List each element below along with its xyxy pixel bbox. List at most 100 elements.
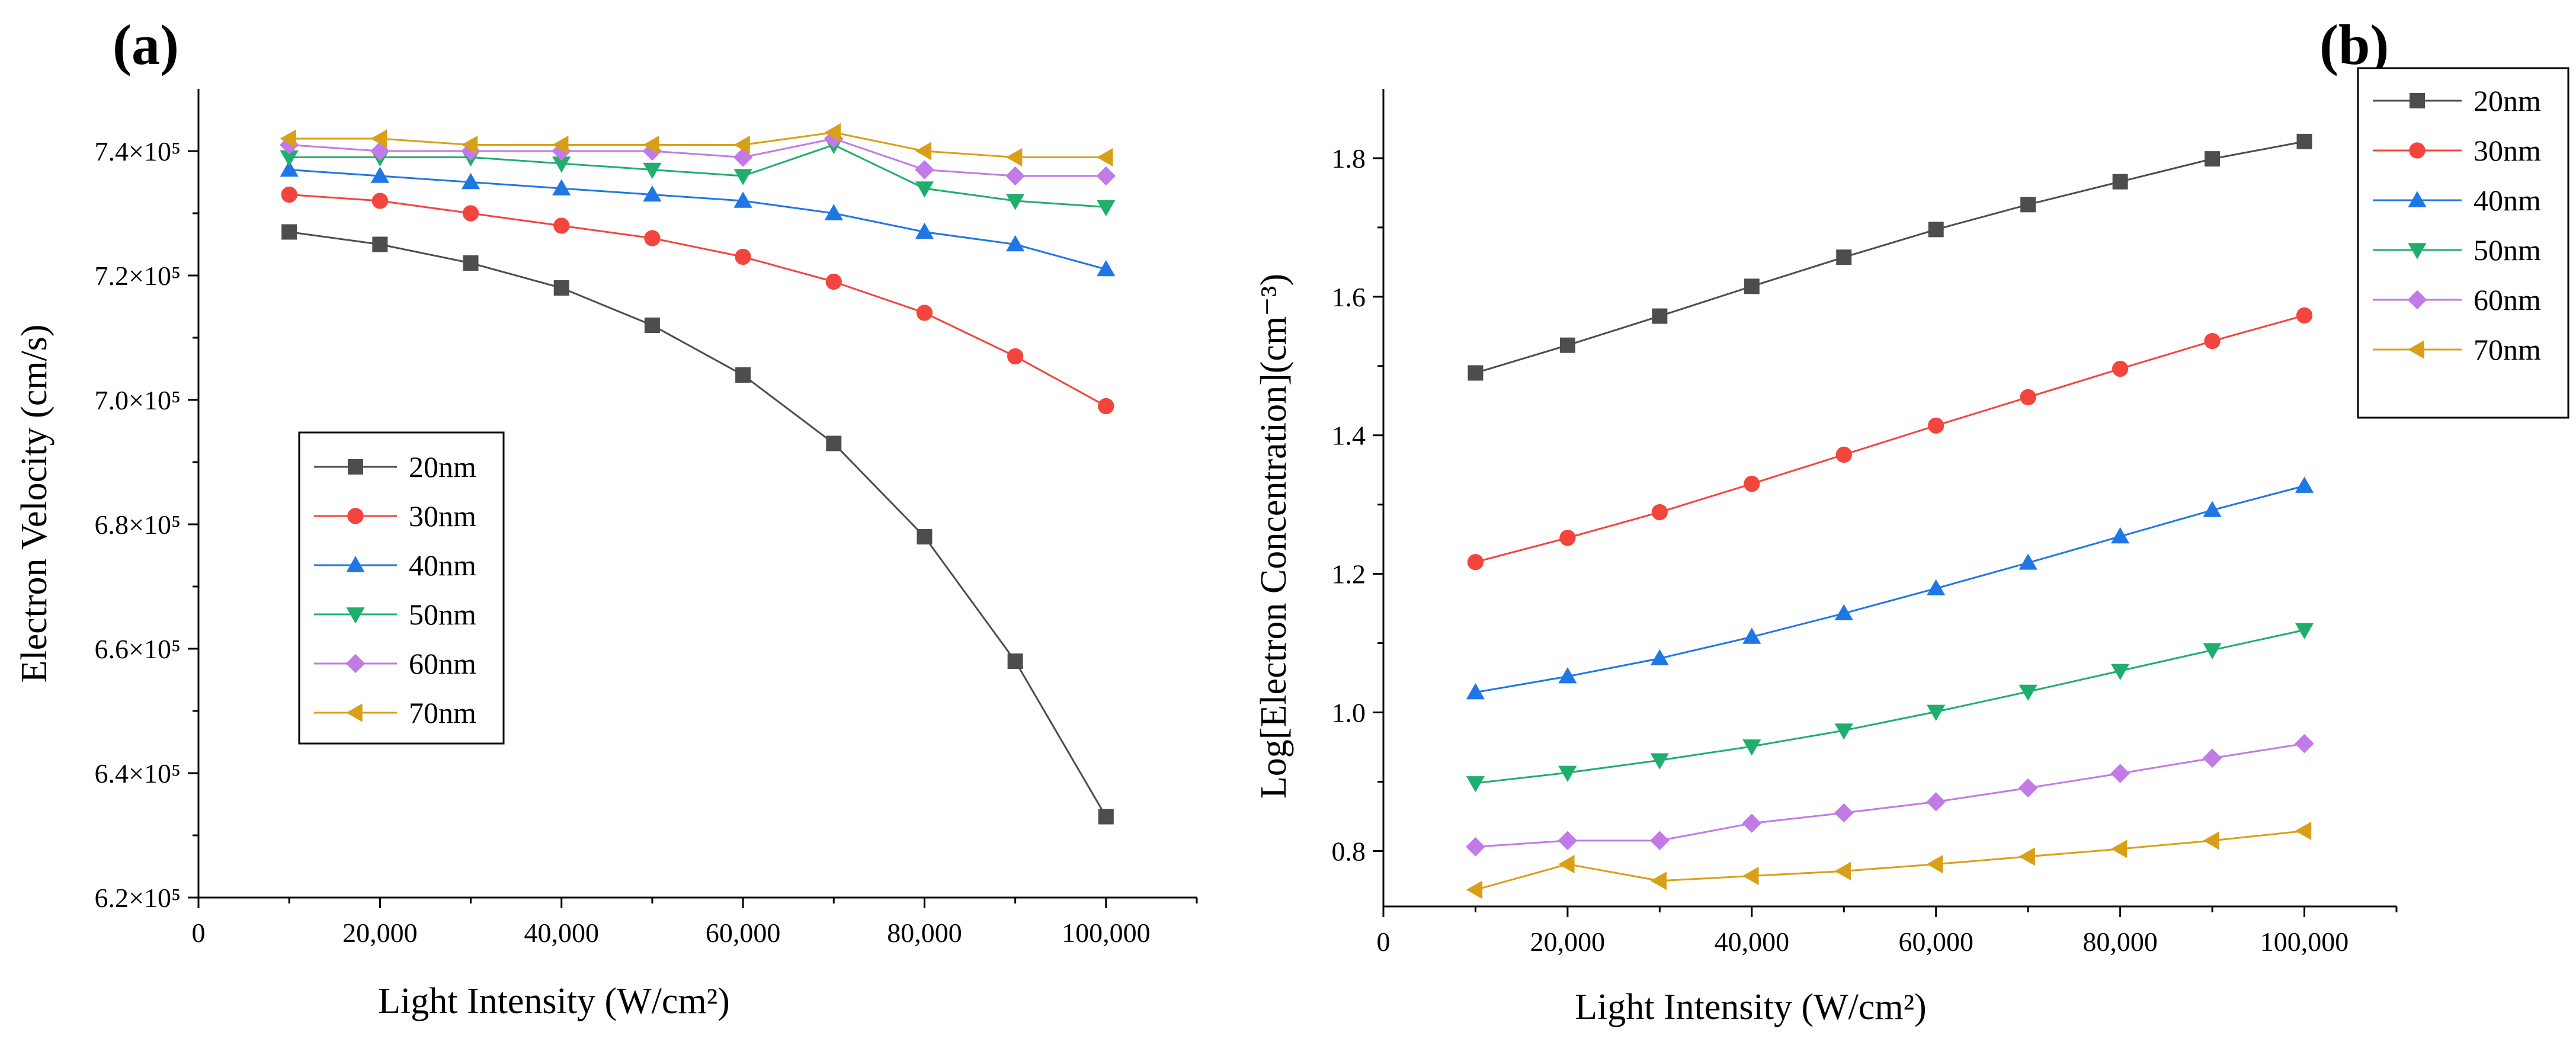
legend-entry-40nm: 40nm <box>314 549 476 582</box>
data-point-40nm <box>2018 553 2037 570</box>
series-line-30nm <box>289 194 1107 407</box>
data-point-20nm <box>917 529 933 544</box>
legend-entry-20nm: 20nm <box>314 450 476 483</box>
data-point-20nm <box>553 280 569 296</box>
data-point-20nm <box>1928 222 1944 238</box>
data-point-20nm <box>1468 365 1484 381</box>
panel-a: (a) 0 20,000 40,000 60,000 80,000 100,000 6.2×… <box>14 13 1198 1021</box>
legend-label: 70nm <box>409 696 476 729</box>
series-20nm <box>1468 133 2312 381</box>
data-point-20nm <box>1836 249 1852 265</box>
series-line-50nm <box>289 143 1106 208</box>
series-line-40nm <box>289 169 1107 270</box>
data-point-40nm <box>1742 627 1761 644</box>
legend-marker <box>346 703 363 722</box>
data-point-20nm <box>735 367 751 383</box>
data-point-70nm <box>1834 861 1851 880</box>
data-point-40nm <box>2203 501 2222 517</box>
data-point-70nm <box>1558 855 1575 874</box>
legend-label: 60nm <box>2474 283 2541 316</box>
data-point-40nm <box>461 172 480 190</box>
y-tick-label: 7.0×10⁵ <box>95 385 181 415</box>
data-point-40nm <box>1834 604 1853 621</box>
legend-entry-20nm: 20nm <box>2373 84 2541 117</box>
y-tick-label: 1.6 <box>1332 282 1366 312</box>
series-70nm <box>1466 821 2312 899</box>
y-tick-label: 1.4 <box>1332 421 1366 451</box>
series-20nm <box>281 224 1114 825</box>
data-point-60nm <box>1005 166 1025 186</box>
data-point-50nm <box>1834 723 1853 740</box>
data-point-30nm <box>2204 333 2221 350</box>
data-point-50nm <box>552 156 571 173</box>
legend-entry-50nm: 50nm <box>2373 233 2541 267</box>
data-point-40nm <box>280 160 299 177</box>
data-point-20nm <box>372 236 388 252</box>
legend-entry-60nm: 60nm <box>2373 283 2541 316</box>
y-tick-label: 7.4×10⁵ <box>95 136 181 166</box>
series-line-20nm <box>1475 140 2305 374</box>
x-tick-label: 40,000 <box>524 918 599 948</box>
data-point-50nm <box>2111 664 2130 680</box>
data-point-40nm <box>643 185 662 202</box>
legend-label: 30nm <box>2474 134 2541 167</box>
panel-b-ylabel: Log[Electron Concentration](cm⁻³) <box>1254 274 1294 799</box>
data-point-40nm <box>824 204 843 220</box>
data-point-40nm <box>1927 579 1946 595</box>
legend-marker <box>2408 243 2427 259</box>
data-point-50nm <box>1466 776 1485 793</box>
data-point-60nm <box>1926 792 1946 812</box>
data-point-30nm <box>1651 504 1668 521</box>
x-tick-label: 80,000 <box>2082 927 2158 957</box>
data-point-40nm <box>370 166 389 183</box>
panel-b-label: (b) <box>2319 13 2389 76</box>
data-point-30nm <box>1744 475 1760 492</box>
data-point-70nm <box>2203 831 2219 850</box>
data-point-40nm <box>1097 259 1116 277</box>
data-point-70nm <box>370 129 387 148</box>
y-tick-label: 7.2×10⁵ <box>95 261 181 291</box>
x-tick-label: 60,000 <box>1898 927 1973 957</box>
data-point-70nm <box>2018 847 2035 866</box>
series-line-50nm <box>1475 629 2305 784</box>
legend-label: 40nm <box>409 549 476 582</box>
data-point-70nm <box>824 123 841 142</box>
data-point-70nm <box>643 135 659 155</box>
data-point-20nm <box>1744 278 1760 294</box>
data-point-20nm <box>2112 174 2128 190</box>
x-tick-label: 60,000 <box>706 918 781 948</box>
data-point-30nm <box>2296 307 2313 324</box>
series-line-60nm <box>289 137 1106 177</box>
data-point-50nm <box>2018 684 2037 701</box>
data-point-40nm <box>1006 235 1025 252</box>
data-point-50nm <box>1097 200 1116 217</box>
data-point-30nm <box>1098 398 1114 415</box>
x-tick-label: 80,000 <box>887 918 962 948</box>
x-tick-label: 0 <box>1377 927 1390 957</box>
data-point-40nm <box>733 191 752 208</box>
data-point-30nm <box>1835 446 1852 463</box>
legend-entry-30nm: 30nm <box>2373 134 2541 167</box>
data-point-20nm <box>1007 653 1023 669</box>
legend-marker <box>346 556 365 572</box>
data-point-40nm <box>1650 649 1669 666</box>
data-point-50nm <box>643 162 662 180</box>
data-point-50nm <box>1742 739 1761 756</box>
data-point-60nm <box>1742 813 1762 833</box>
data-point-60nm <box>1834 803 1854 823</box>
legend-label: 70nm <box>2474 333 2541 366</box>
data-point-30nm <box>1928 417 1944 434</box>
y-tick-label: 0.8 <box>1332 836 1366 866</box>
series-line-60nm <box>1475 742 2305 848</box>
data-point-40nm <box>552 179 571 196</box>
data-point-70nm <box>1742 866 1759 886</box>
legend-marker <box>346 607 365 624</box>
x-tick-label: 100,000 <box>2260 927 2349 957</box>
data-point-60nm <box>2110 764 2130 783</box>
legend-label: 50nm <box>409 598 476 631</box>
legend-marker <box>2408 191 2427 207</box>
legend-box <box>298 431 505 745</box>
y-tick-label: 6.4×10⁵ <box>95 758 181 789</box>
panel-a-xlabel: Light Intensity (W/cm²) <box>378 981 730 1021</box>
y-tick-label: 6.8×10⁵ <box>95 510 181 540</box>
